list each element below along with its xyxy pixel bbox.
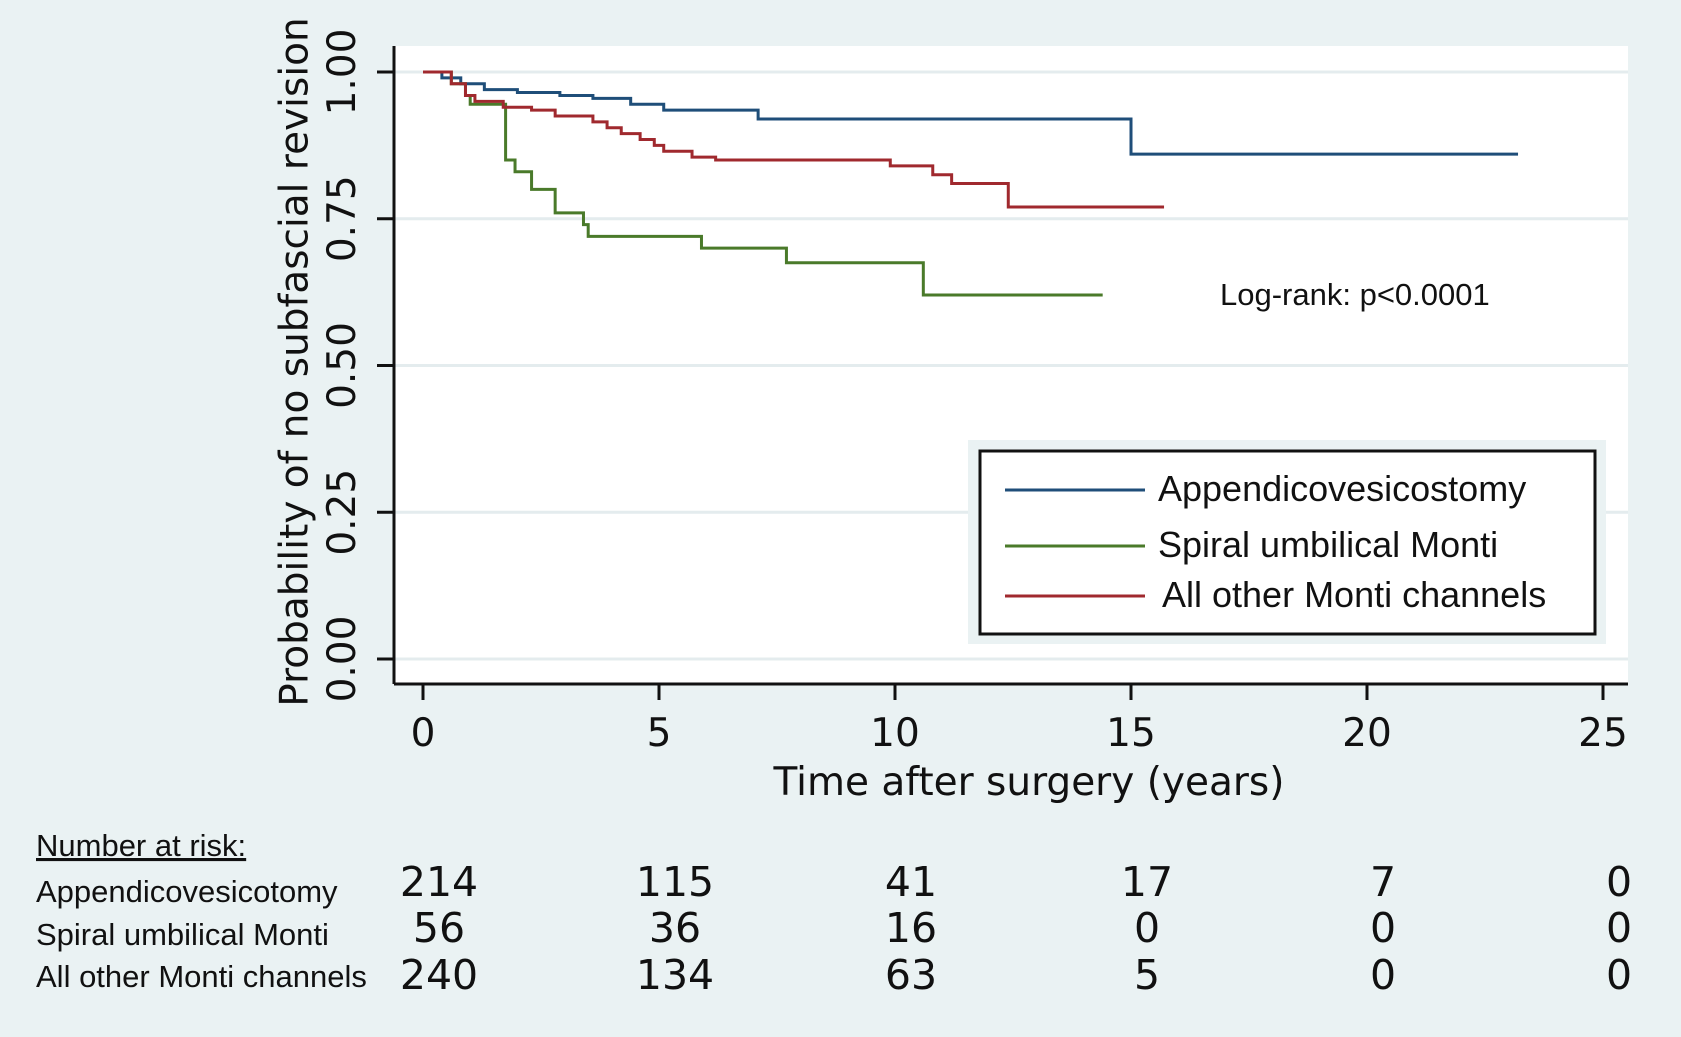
risk-row-label-spiral-umbilical-monti: Spiral umbilical Monti <box>36 917 329 952</box>
legend-label-appendicovesicostomy: Appendicovesicostomy <box>1158 468 1526 509</box>
risk-row-label-all-other-monti: All other Monti channels <box>36 959 367 994</box>
y-axis-title: Probability of no subfascial revision <box>273 17 318 707</box>
x-tick-label: 5 <box>647 711 672 756</box>
y-tick-label: 0.25 <box>320 469 365 556</box>
risk-value: 134 <box>636 951 714 999</box>
x-tick-label: 0 <box>411 711 436 756</box>
risk-row-label-appendicovesicotomy: Appendicovesicotomy <box>36 874 338 909</box>
risk-value: 36 <box>649 904 701 952</box>
legend-label-all-other-monti: All other Monti channels <box>1162 574 1546 615</box>
risk-value: 63 <box>885 951 937 999</box>
risk-value: 41 <box>885 858 937 906</box>
risk-value: 240 <box>400 951 478 999</box>
risk-value: 56 <box>413 904 465 952</box>
risk-value: 0 <box>1606 858 1632 906</box>
y-tick-label: 0.50 <box>320 322 365 409</box>
x-ticks: 0 5 10 15 20 25 <box>411 684 1628 756</box>
legend-label-spiral-umbilical-monti: Spiral umbilical Monti <box>1158 524 1498 565</box>
y-tick-label: 0.00 <box>320 616 365 703</box>
risk-value: 0 <box>1134 904 1160 952</box>
risk-value: 7 <box>1370 858 1396 906</box>
x-tick-label: 25 <box>1578 711 1628 756</box>
x-tick-label: 20 <box>1342 711 1392 756</box>
risk-value: 0 <box>1370 904 1396 952</box>
risk-value: 0 <box>1606 904 1632 952</box>
series-line-appendicovesicostomy <box>423 70 1519 156</box>
legend: Appendicovesicostomy Spiral umbilical Mo… <box>968 440 1606 644</box>
risk-value: 0 <box>1606 951 1632 999</box>
log-rank-annotation: Log-rank: p<0.0001 <box>1220 277 1490 312</box>
risk-value: 5 <box>1134 951 1160 999</box>
series-layer <box>423 70 1519 297</box>
x-axis-title: Time after surgery (years) <box>773 760 1285 805</box>
risk-value: 17 <box>1121 858 1173 906</box>
risk-value: 214 <box>400 858 478 906</box>
y-tick-label: 1.00 <box>320 29 365 116</box>
y-ticks: 0.00 0.25 0.50 0.75 1.00 <box>320 29 394 703</box>
y-tick-label: 0.75 <box>320 175 365 262</box>
series-line-all-other-monti-channels <box>423 70 1165 209</box>
x-tick-label: 15 <box>1106 711 1156 756</box>
risk-table: Number at risk: Appendicovesicotomy Spir… <box>36 828 1632 999</box>
risk-value: 115 <box>636 858 714 906</box>
risk-value: 16 <box>885 904 937 952</box>
x-tick-label: 10 <box>870 711 920 756</box>
legend-box <box>978 449 1597 636</box>
risk-value: 0 <box>1370 951 1396 999</box>
risk-table-title: Number at risk: <box>36 828 246 863</box>
